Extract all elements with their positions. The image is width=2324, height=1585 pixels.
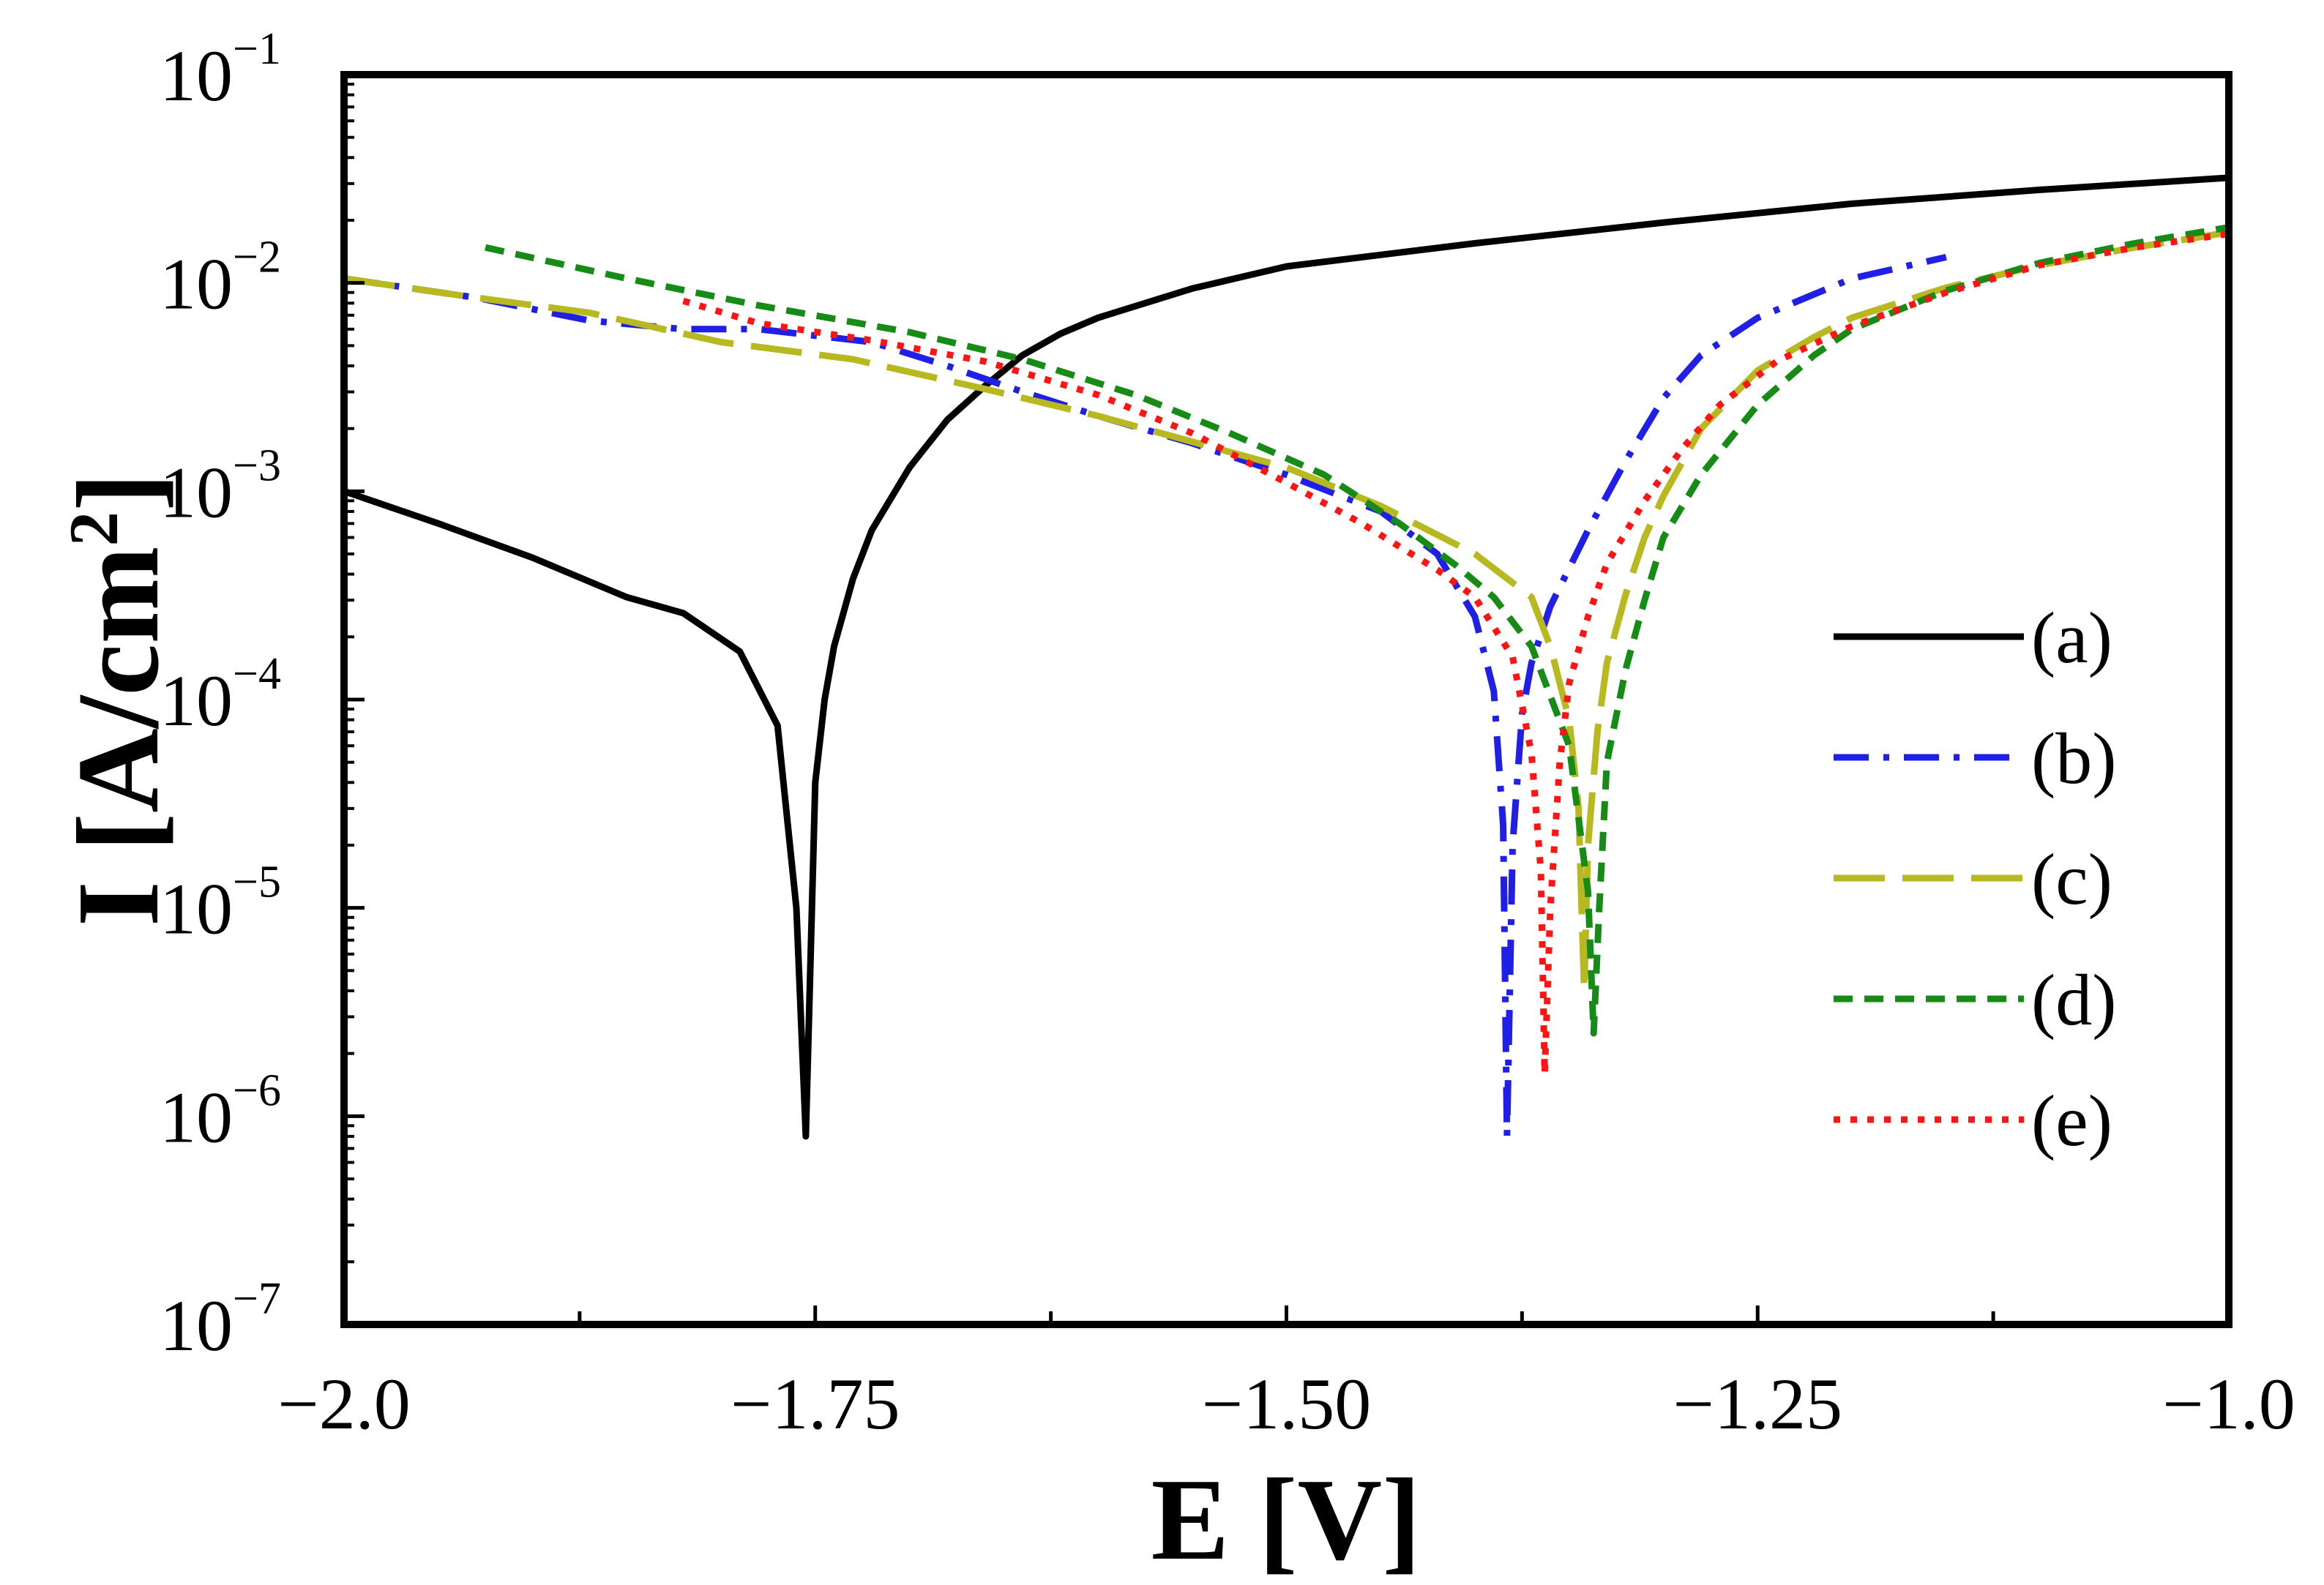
legend: (a) (b) (c) (d) (e) — [1834, 597, 2117, 1161]
legend-label-d: (d) — [2031, 959, 2117, 1041]
data-series-group — [343, 174, 2230, 1140]
series-line-d — [485, 224, 2230, 1037]
y-tick-label: 10−5 — [160, 858, 281, 950]
y-tick-label: 10−3 — [160, 441, 281, 533]
legend-label-e: (e) — [2031, 1080, 2112, 1161]
x-tick-labels: −2.0 −1.75 −1.50 −1.25 −1.0 — [277, 1363, 2295, 1445]
y-tick-label: 10−2 — [160, 233, 281, 325]
plot-area-frame — [340, 71, 2233, 1328]
y-axis-title-close: ] — [53, 473, 183, 512]
x-tick-label: −1.0 — [2162, 1363, 2295, 1445]
x-tick-label: −2.0 — [277, 1363, 410, 1445]
series-line-c — [343, 229, 2230, 994]
y-tick-label: 10−6 — [160, 1065, 281, 1158]
x-tick-label: −1.75 — [731, 1363, 900, 1445]
y-axis-title-main: I [A/cm — [53, 546, 183, 926]
y-tick-label: 10−1 — [160, 24, 281, 116]
y-axis-title-sup: 2 — [55, 512, 132, 547]
legend-label-a: (a) — [2031, 597, 2112, 678]
series-line-b — [343, 254, 1947, 1140]
y-tick-label: 10−7 — [160, 1274, 281, 1366]
axis-ticks-group — [342, 72, 2231, 1327]
x-axis-title: E [V] — [1151, 1454, 1421, 1584]
series-line-e — [682, 231, 2230, 1077]
series-line-a — [343, 174, 2230, 1140]
x-tick-label: −1.50 — [1202, 1363, 1371, 1445]
y-tick-label: 10−4 — [160, 649, 281, 741]
y-axis-title: I [A/cm2] — [53, 473, 183, 927]
x-tick-label: −1.25 — [1673, 1363, 1842, 1445]
legend-label-b: (b) — [2031, 718, 2117, 799]
legend-label-c: (c) — [2031, 839, 2112, 920]
y-tick-labels: 10−7 10−6 10−5 10−4 10−3 10−2 10−1 — [160, 24, 281, 1366]
